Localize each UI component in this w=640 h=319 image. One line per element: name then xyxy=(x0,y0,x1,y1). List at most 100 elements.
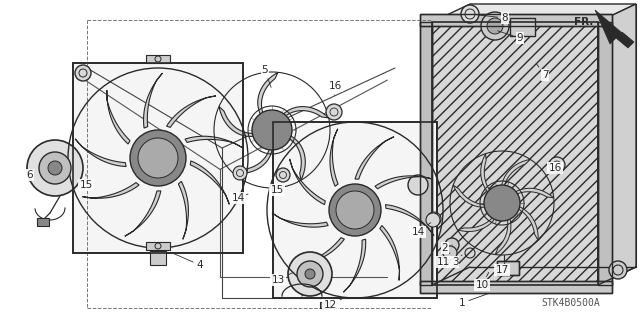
Polygon shape xyxy=(190,161,229,204)
Circle shape xyxy=(305,269,315,279)
Bar xyxy=(497,261,519,275)
Bar xyxy=(432,22,598,285)
Bar xyxy=(420,281,612,293)
Polygon shape xyxy=(501,160,531,189)
Text: 15: 15 xyxy=(270,185,284,195)
Circle shape xyxy=(326,104,342,120)
Bar xyxy=(510,18,535,36)
Circle shape xyxy=(408,175,428,195)
Text: 5: 5 xyxy=(262,65,271,87)
Circle shape xyxy=(39,152,71,184)
Text: 11: 11 xyxy=(436,253,450,267)
Circle shape xyxy=(445,238,459,252)
Circle shape xyxy=(276,168,290,182)
Polygon shape xyxy=(458,215,497,232)
Polygon shape xyxy=(380,226,399,280)
Polygon shape xyxy=(595,10,634,48)
Circle shape xyxy=(609,261,627,279)
Polygon shape xyxy=(179,181,188,239)
Bar xyxy=(470,4,636,267)
Circle shape xyxy=(461,5,479,23)
Bar xyxy=(273,122,437,298)
Bar xyxy=(273,122,437,298)
Text: 10: 10 xyxy=(476,272,489,290)
Polygon shape xyxy=(143,73,163,128)
Bar xyxy=(432,22,598,285)
Polygon shape xyxy=(280,107,329,120)
Polygon shape xyxy=(481,154,492,195)
Circle shape xyxy=(484,185,520,221)
Text: 12: 12 xyxy=(323,299,342,310)
Polygon shape xyxy=(219,107,259,137)
Circle shape xyxy=(481,12,509,40)
Polygon shape xyxy=(166,96,216,127)
Circle shape xyxy=(233,166,247,180)
Polygon shape xyxy=(513,188,554,198)
Circle shape xyxy=(138,138,178,178)
Text: 14: 14 xyxy=(412,223,431,237)
Polygon shape xyxy=(515,205,538,241)
Text: 9: 9 xyxy=(498,31,524,43)
Polygon shape xyxy=(453,185,488,207)
Bar xyxy=(598,22,612,285)
Bar xyxy=(420,14,612,26)
Polygon shape xyxy=(293,238,344,265)
Bar xyxy=(420,22,432,285)
Polygon shape xyxy=(495,215,511,255)
Bar xyxy=(73,63,243,253)
Text: 7: 7 xyxy=(537,64,548,80)
Bar xyxy=(146,242,170,250)
Bar xyxy=(420,281,612,293)
Text: 4: 4 xyxy=(173,253,204,270)
Text: 3: 3 xyxy=(452,255,462,267)
Bar xyxy=(150,251,166,265)
Bar xyxy=(73,63,243,253)
Text: 8: 8 xyxy=(473,13,508,23)
Circle shape xyxy=(329,184,381,236)
Circle shape xyxy=(426,213,440,227)
Circle shape xyxy=(336,191,374,229)
Bar xyxy=(497,261,519,275)
Polygon shape xyxy=(125,191,161,236)
Text: 6: 6 xyxy=(27,168,33,180)
Circle shape xyxy=(443,246,457,260)
Text: 16: 16 xyxy=(328,81,342,95)
Bar xyxy=(420,22,432,285)
Bar xyxy=(37,218,49,226)
Circle shape xyxy=(427,212,441,226)
Text: 15: 15 xyxy=(79,174,93,190)
Polygon shape xyxy=(75,139,126,167)
Text: FR.: FR. xyxy=(573,17,593,27)
Circle shape xyxy=(549,157,565,173)
Circle shape xyxy=(288,252,332,296)
Polygon shape xyxy=(107,90,130,144)
Bar xyxy=(420,14,612,26)
Text: STK4B0500A: STK4B0500A xyxy=(541,298,600,308)
Text: 14: 14 xyxy=(232,193,248,203)
Bar xyxy=(320,302,330,308)
Circle shape xyxy=(75,65,91,81)
Text: 2: 2 xyxy=(442,243,452,253)
Text: 1: 1 xyxy=(459,294,488,308)
Polygon shape xyxy=(272,213,328,227)
Bar xyxy=(598,22,612,285)
Circle shape xyxy=(252,110,292,150)
Polygon shape xyxy=(330,129,338,186)
Polygon shape xyxy=(185,136,243,148)
Text: 16: 16 xyxy=(548,163,562,173)
Polygon shape xyxy=(258,72,278,119)
Polygon shape xyxy=(385,204,434,236)
Polygon shape xyxy=(289,159,325,204)
Bar xyxy=(146,55,170,63)
Polygon shape xyxy=(344,239,365,292)
Polygon shape xyxy=(432,4,636,22)
Circle shape xyxy=(48,161,62,175)
Text: 13: 13 xyxy=(271,272,294,285)
Polygon shape xyxy=(233,144,273,174)
Circle shape xyxy=(487,18,503,34)
Polygon shape xyxy=(355,137,394,179)
Circle shape xyxy=(297,261,323,287)
Polygon shape xyxy=(598,4,636,285)
Polygon shape xyxy=(83,182,139,198)
Polygon shape xyxy=(285,134,305,180)
